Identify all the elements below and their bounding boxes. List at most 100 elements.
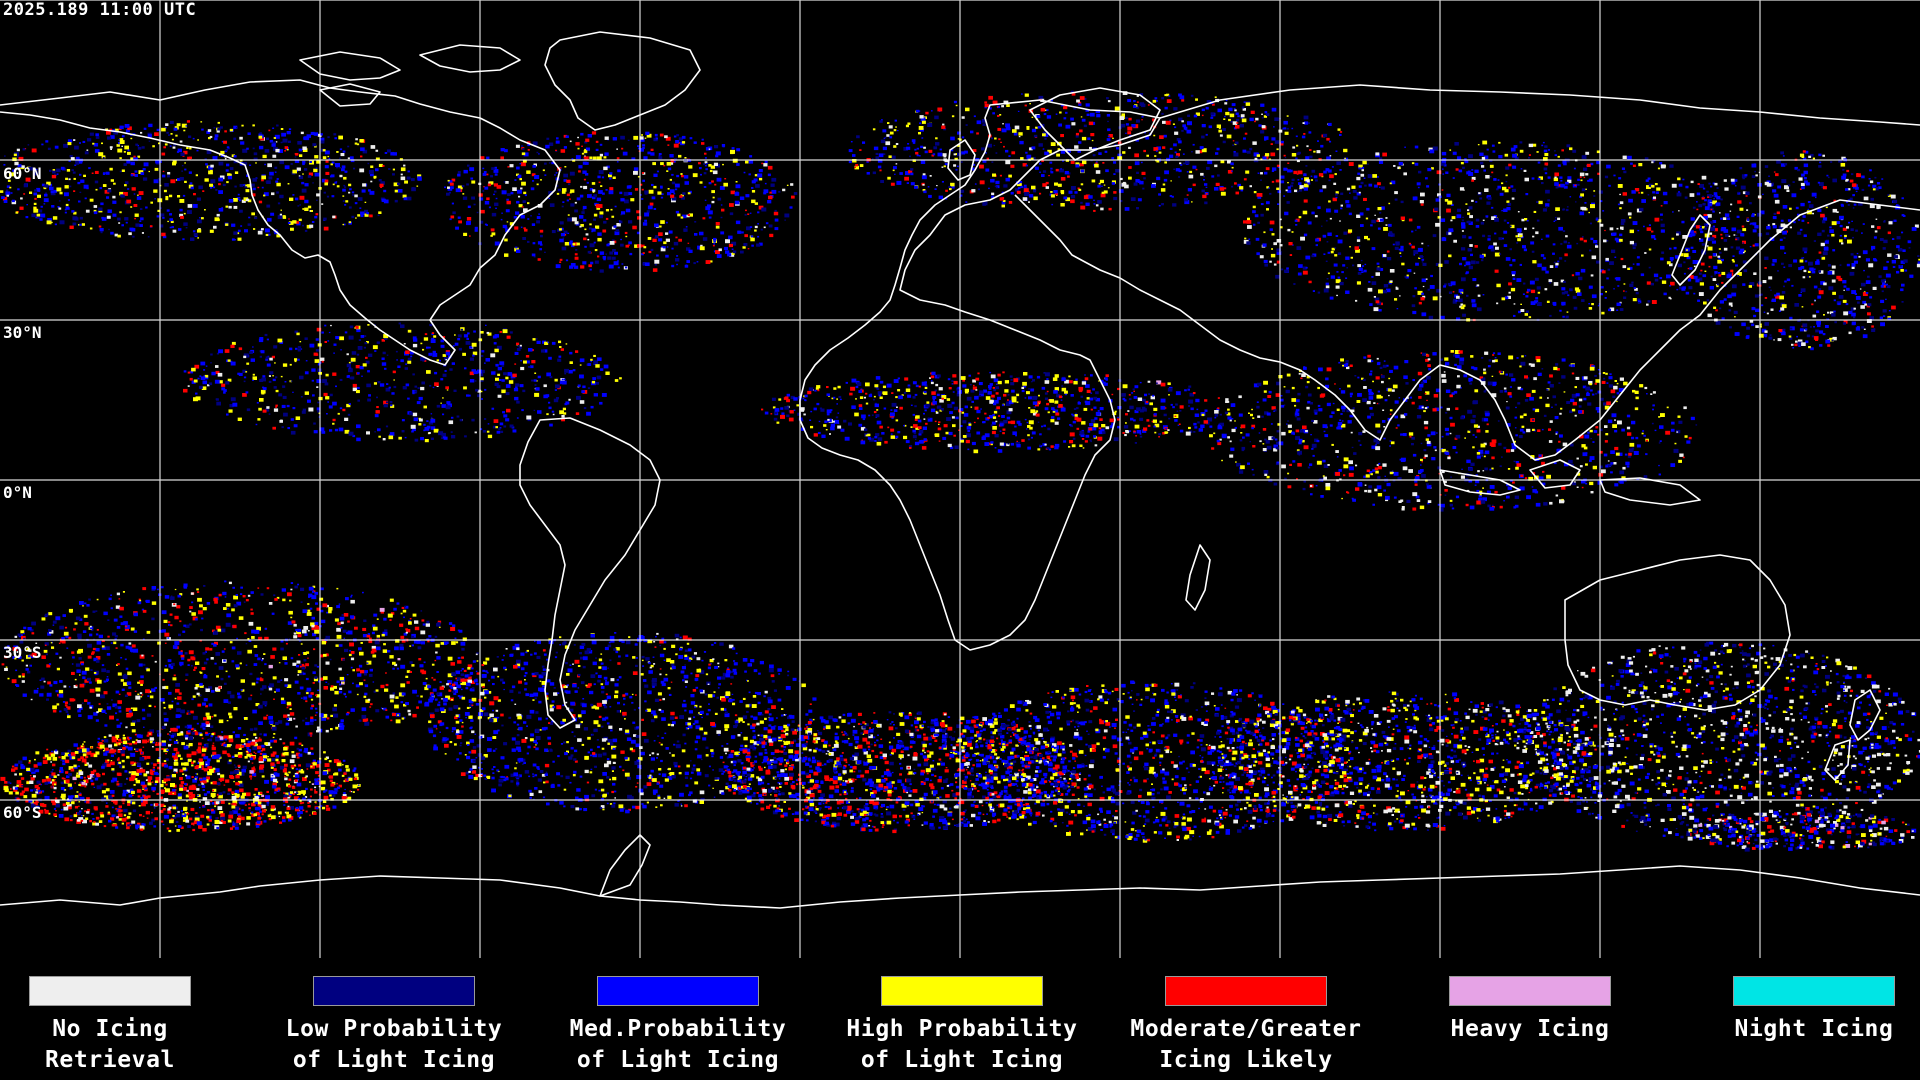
- icing-pixel: [1606, 164, 1611, 169]
- icing-pixel: [614, 251, 618, 255]
- icing-pixel: [1575, 289, 1581, 293]
- icing-pixel: [1102, 162, 1105, 164]
- icing-pixel: [382, 351, 386, 355]
- icing-pixel: [276, 182, 281, 187]
- icing-pixel: [1024, 188, 1029, 193]
- icing-pixel: [1303, 173, 1307, 177]
- icing-pixel: [1400, 216, 1405, 220]
- icing-pixel: [1708, 255, 1713, 259]
- icing-pixel: [1456, 214, 1462, 219]
- icing-pixel: [1815, 329, 1819, 333]
- icing-pixel: [324, 179, 329, 183]
- icing-pixel: [321, 178, 327, 183]
- icing-pixel: [1629, 240, 1634, 245]
- icing-pixel: [1271, 248, 1273, 250]
- icing-pixel: [445, 359, 447, 361]
- icing-pixel: [1561, 291, 1566, 295]
- icing-pixel: [227, 175, 233, 180]
- icing-pixel: [199, 217, 201, 219]
- icing-pixel: [1873, 259, 1877, 262]
- icing-pixel: [759, 177, 763, 181]
- icing-pixel: [1769, 334, 1772, 336]
- icing-pixel: [218, 177, 224, 182]
- icing-pixel: [1237, 115, 1240, 118]
- icing-pixel: [445, 351, 451, 356]
- icing-pixel: [390, 404, 395, 408]
- icing-pixel: [1715, 309, 1718, 312]
- icing-pixel: [257, 186, 260, 189]
- icing-pixel: [1807, 270, 1811, 273]
- icing-pixel: [161, 127, 166, 132]
- icing-pixel: [276, 191, 279, 194]
- icing-pixel: [1819, 270, 1824, 274]
- icing-pixel: [1437, 193, 1441, 197]
- icing-pixel: [1832, 249, 1836, 252]
- icing-pixel: [1130, 197, 1136, 201]
- icing-pixel: [1081, 136, 1087, 141]
- icing-pixel: [559, 261, 562, 263]
- icing-pixel: [1560, 179, 1563, 182]
- icing-pixel: [1335, 191, 1339, 194]
- icing-pixel: [247, 184, 252, 188]
- icing-pixel: [364, 213, 369, 217]
- icing-pixel: [531, 223, 536, 226]
- icing-pixel: [1847, 239, 1852, 244]
- icing-pixel: [1305, 181, 1307, 183]
- icing-pixel: [1701, 226, 1705, 229]
- icing-pixel: [479, 372, 484, 376]
- icing-pixel: [659, 225, 662, 228]
- icing-pixel: [960, 161, 963, 163]
- icing-pixel: [1530, 301, 1536, 305]
- icing-pixel: [404, 436, 407, 439]
- icing-pixel: [289, 363, 292, 366]
- icing-pixel: [985, 152, 987, 154]
- icing-pixel: [1771, 298, 1776, 302]
- icing-pixel: [1904, 269, 1908, 272]
- icing-pixel: [355, 217, 357, 219]
- icing-pixel: [578, 170, 581, 173]
- icing-pixel: [1852, 236, 1854, 239]
- icing-pixel: [1851, 312, 1856, 317]
- icing-pixel: [1065, 124, 1071, 129]
- icing-pixel: [1693, 265, 1696, 268]
- icing-pixel: [231, 223, 236, 227]
- icing-pixel: [1537, 263, 1542, 268]
- icing-pixel: [1543, 167, 1548, 171]
- icing-pixel: [71, 210, 75, 213]
- icing-pixel: [491, 212, 497, 217]
- icing-pixel: [266, 406, 270, 409]
- icing-pixel: [1646, 303, 1649, 306]
- icing-pixel: [213, 127, 216, 129]
- icing-pixel: [579, 364, 582, 366]
- icing-pixel: [67, 139, 73, 143]
- icing-pixel: [353, 167, 356, 170]
- icing-pixel: [1027, 157, 1031, 161]
- icing-pixel: [532, 338, 536, 341]
- icing-pixel: [1908, 247, 1911, 249]
- icing-pixel: [1333, 263, 1338, 267]
- icing-pixel: [1721, 317, 1725, 320]
- icing-pixel: [1754, 225, 1759, 229]
- icing-pixel: [1753, 272, 1757, 275]
- icing-pixel: [1041, 174, 1045, 177]
- icing-pixel: [938, 195, 943, 200]
- icing-pixel: [112, 195, 116, 199]
- icing-pixel: [246, 362, 250, 365]
- icing-pixel: [602, 256, 607, 259]
- icing-pixel: [340, 349, 342, 351]
- icing-pixel: [1098, 152, 1102, 155]
- icing-pixel: [720, 216, 723, 219]
- icing-pixel: [354, 327, 356, 329]
- icing-pixel: [534, 392, 540, 397]
- icing-pixel: [531, 173, 536, 177]
- icing-pixel: [1669, 285, 1671, 287]
- icing-pixel: [1700, 262, 1705, 266]
- icing-pixel: [515, 144, 520, 148]
- icing-pixel: [79, 173, 82, 176]
- icing-pixel: [1422, 295, 1426, 299]
- icing-pixel: [390, 152, 395, 156]
- icing-pixel: [769, 191, 772, 194]
- icing-pixel: [264, 228, 270, 233]
- icing-pixel: [113, 182, 116, 185]
- icing-pixel: [1076, 99, 1080, 103]
